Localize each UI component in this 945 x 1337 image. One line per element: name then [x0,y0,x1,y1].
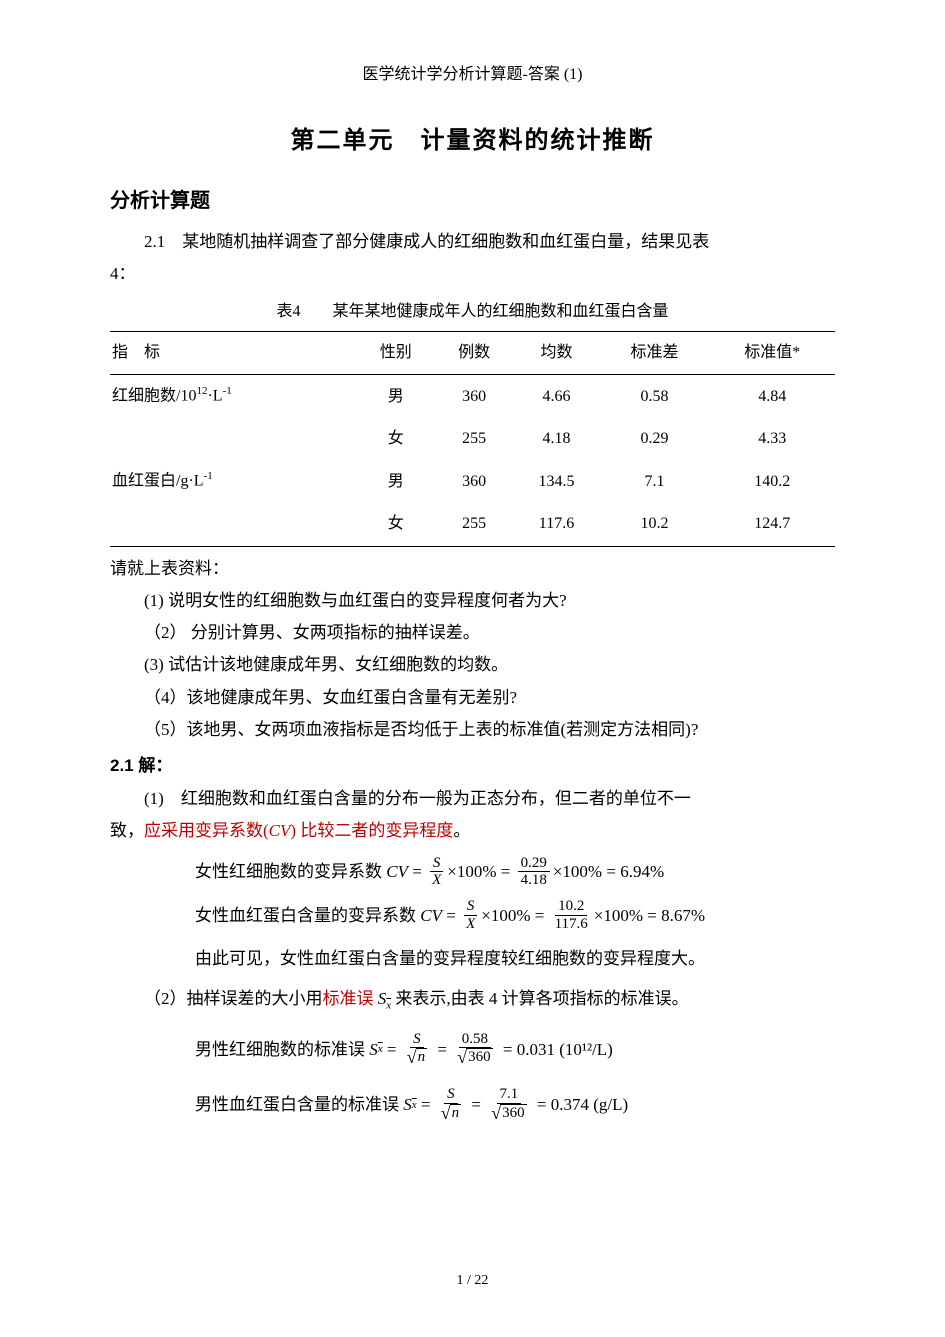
question-item: (3) 试估计该地健康成年男、女红细胞数的均数。 [110,649,835,681]
cell-n: 255 [435,503,513,546]
unit-title: 第二单元 计量资料的统计推断 [110,118,835,164]
col-ref: 标准值* [709,331,835,374]
col-n: 例数 [435,331,513,374]
cv-calculations: 女性红细胞数的变异系数 CV = SX ×100% = 0.294.18 ×10… [195,853,835,977]
cell-n: 255 [435,418,513,460]
col-sex: 性别 [357,331,435,374]
cell-label [110,503,357,546]
question-intro-line1: 2.1 某地随机抽样调查了部分健康成人的红细胞数和血红蛋白量，结果见表 [110,226,835,258]
answer-heading: 2.1 解： [110,750,835,782]
cell-sex: 男 [357,375,435,418]
cell-sex: 女 [357,503,435,546]
cell-sd: 0.58 [600,375,710,418]
cell-label: 血红蛋白/g·L-1 [110,460,357,503]
answer1-line2: 致，应采用变异系数(CV) 比较二者的变异程度。 [110,815,835,847]
question-item: (1) 说明女性的红细胞数与血红蛋白的变异程度何者为大? [110,585,835,617]
table-caption: 表4 某年某地健康成年人的红细胞数和血红蛋白含量 [110,297,835,327]
cell-mean: 4.18 [513,418,599,460]
cell-ref: 4.33 [709,418,835,460]
cell-n: 360 [435,460,513,503]
se-calculations: 男性红细胞数的标准误 Sx = S√n = 0.58√360 = 0.031 (… [195,1031,835,1124]
cv-conclusion: 由此可见，女性血红蛋白含量的变异程度较红细胞数的变异程度大。 [195,940,835,977]
cell-ref: 4.84 [709,375,835,418]
document-page: 医学统计学分析计算题-答案 (1) 第二单元 计量资料的统计推断 分析计算题 2… [0,0,945,1337]
cell-label: 红细胞数/1012·L-1 [110,375,357,418]
cell-sd: 0.29 [600,418,710,460]
cell-sex: 男 [357,460,435,503]
cell-ref: 140.2 [709,460,835,503]
cell-mean: 4.66 [513,375,599,418]
cell-sex: 女 [357,418,435,460]
cell-n: 360 [435,375,513,418]
section-title: 分析计算题 [110,182,835,220]
cell-mean: 117.6 [513,503,599,546]
table-header-row: 指 标 性别 例数 均数 标准差 标准值* [110,331,835,374]
cell-sd: 7.1 [600,460,710,503]
table-row: 女 255 117.6 10.2 124.7 [110,503,835,546]
question-list: (1) 说明女性的红细胞数与血红蛋白的变异程度何者为大? （2） 分别计算男、女… [110,585,835,746]
cell-mean: 134.5 [513,460,599,503]
table-row: 女 255 4.18 0.29 4.33 [110,418,835,460]
table-row: 血红蛋白/g·L-1 男 360 134.5 7.1 140.2 [110,460,835,503]
cell-label [110,418,357,460]
cell-ref: 124.7 [709,503,835,546]
cv-female-hgb: 女性血红蛋白含量的变异系数 CV = SX ×100% = 10.2117.6 … [195,897,835,934]
question-item: （2） 分别计算男、女两项指标的抽样误差。 [110,617,835,649]
col-sd: 标准差 [600,331,710,374]
data-table: 指 标 性别 例数 均数 标准差 标准值* 红细胞数/1012·L-1 男 36… [110,331,835,547]
se-male-hgb: 男性血红蛋白含量的标准误 Sx = S√n = 7.1√360 = 0.374 … [195,1086,835,1123]
cv-female-rbc: 女性红细胞数的变异系数 CV = SX ×100% = 0.294.18 ×10… [195,853,835,890]
question-item: （5）该地男、女两项血液指标是否均低于上表的标准值(若测定方法相同)? [110,714,835,746]
question-intro-line2: 4： [110,258,835,290]
question-prompt: 请就上表资料： [110,553,835,585]
col-indicator: 指 标 [110,331,357,374]
answer2-intro: （2）抽样误差的大小用标准误 Sx 来表示,由表 4 计算各项指标的标准误。 [110,983,835,1016]
col-mean: 均数 [513,331,599,374]
doc-header: 医学统计学分析计算题-答案 (1) [110,60,835,90]
answer1-line1: (1) 红细胞数和血红蛋白含量的分布一般为正态分布，但二者的单位不一 [110,783,835,815]
question-item: （4）该地健康成年男、女血红蛋白含量有无差别? [110,682,835,714]
cell-sd: 10.2 [600,503,710,546]
table-row: 红细胞数/1012·L-1 男 360 4.66 0.58 4.84 [110,375,835,418]
se-male-rbc: 男性红细胞数的标准误 Sx = S√n = 0.58√360 = 0.031 (… [195,1031,835,1068]
page-number: 1 / 22 [0,1268,945,1295]
